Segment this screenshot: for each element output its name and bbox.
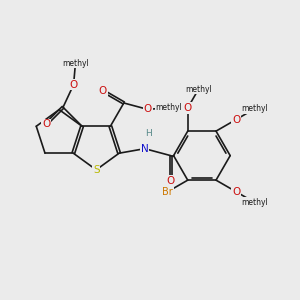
Text: O: O bbox=[42, 119, 50, 129]
Text: O: O bbox=[167, 176, 175, 185]
Text: O: O bbox=[232, 187, 240, 197]
Text: H: H bbox=[145, 130, 152, 139]
Text: methyl: methyl bbox=[156, 103, 182, 112]
Text: methyl: methyl bbox=[241, 198, 268, 207]
Text: methyl: methyl bbox=[185, 85, 212, 94]
Text: S: S bbox=[93, 165, 100, 175]
Text: Br: Br bbox=[162, 187, 173, 197]
Text: methyl: methyl bbox=[62, 59, 89, 68]
Text: N: N bbox=[141, 144, 148, 154]
Text: O: O bbox=[144, 104, 152, 114]
Text: O: O bbox=[70, 80, 78, 90]
Text: O: O bbox=[184, 103, 192, 113]
Text: O: O bbox=[232, 115, 240, 124]
Text: O: O bbox=[99, 86, 107, 96]
Text: methyl: methyl bbox=[241, 104, 268, 113]
